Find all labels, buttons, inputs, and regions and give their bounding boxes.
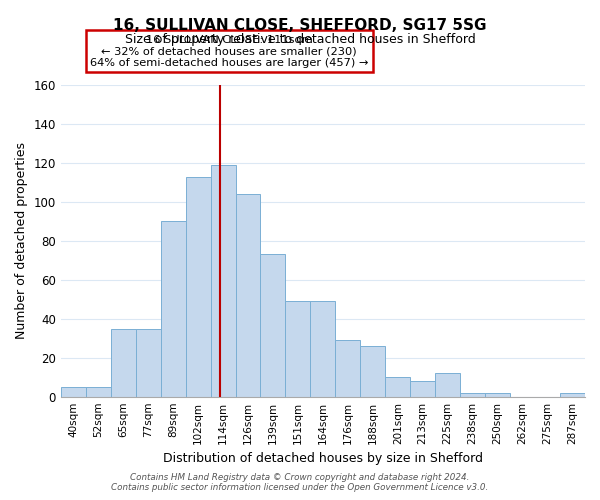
Bar bbox=[86, 387, 111, 396]
Bar bbox=[460, 393, 485, 396]
Bar bbox=[361, 346, 385, 397]
Bar bbox=[286, 301, 310, 396]
Text: 16 SULLIVAN CLOSE: 111sqm
← 32% of detached houses are smaller (230)
64% of semi: 16 SULLIVAN CLOSE: 111sqm ← 32% of detac… bbox=[90, 34, 368, 68]
Text: Size of property relative to detached houses in Shefford: Size of property relative to detached ho… bbox=[125, 32, 475, 46]
Bar bbox=[236, 194, 260, 396]
Bar bbox=[136, 328, 161, 396]
Bar bbox=[260, 254, 286, 396]
Bar bbox=[211, 165, 236, 396]
Bar bbox=[335, 340, 361, 396]
Bar bbox=[185, 176, 211, 396]
Bar bbox=[560, 393, 585, 396]
Bar bbox=[485, 393, 510, 396]
Text: 16, SULLIVAN CLOSE, SHEFFORD, SG17 5SG: 16, SULLIVAN CLOSE, SHEFFORD, SG17 5SG bbox=[113, 18, 487, 32]
Y-axis label: Number of detached properties: Number of detached properties bbox=[15, 142, 28, 340]
Bar bbox=[111, 328, 136, 396]
Bar bbox=[410, 381, 435, 396]
Bar bbox=[61, 387, 86, 396]
X-axis label: Distribution of detached houses by size in Shefford: Distribution of detached houses by size … bbox=[163, 452, 483, 465]
Bar bbox=[385, 377, 410, 396]
Bar bbox=[435, 374, 460, 396]
Bar bbox=[161, 222, 185, 396]
Bar bbox=[310, 301, 335, 396]
Text: Contains HM Land Registry data © Crown copyright and database right 2024.
Contai: Contains HM Land Registry data © Crown c… bbox=[112, 473, 488, 492]
